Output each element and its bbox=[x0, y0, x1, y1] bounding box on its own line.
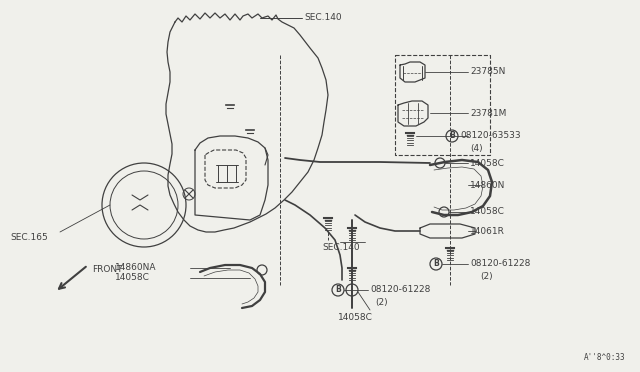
Text: B: B bbox=[335, 285, 341, 295]
Text: 08120-61228: 08120-61228 bbox=[370, 285, 430, 295]
Text: 14058C: 14058C bbox=[338, 314, 373, 323]
Text: (2): (2) bbox=[480, 272, 493, 280]
Text: (2): (2) bbox=[375, 298, 388, 307]
Text: SEC.140: SEC.140 bbox=[304, 13, 342, 22]
Text: 14860N: 14860N bbox=[470, 180, 506, 189]
Text: 23785N: 23785N bbox=[470, 67, 506, 77]
Text: (4): (4) bbox=[470, 144, 483, 153]
Text: SEC.140: SEC.140 bbox=[322, 244, 360, 253]
Text: 14058C: 14058C bbox=[115, 273, 150, 282]
Text: B: B bbox=[449, 131, 455, 141]
Text: 23781M: 23781M bbox=[470, 109, 506, 118]
Text: 14058C: 14058C bbox=[470, 208, 505, 217]
Text: 08120-61228: 08120-61228 bbox=[470, 260, 531, 269]
Text: 14058C: 14058C bbox=[470, 158, 505, 167]
Text: SEC.165: SEC.165 bbox=[10, 232, 48, 241]
Text: 08120-63533: 08120-63533 bbox=[460, 131, 520, 141]
Text: 14061R: 14061R bbox=[470, 227, 505, 235]
Text: 14860NA: 14860NA bbox=[115, 263, 157, 273]
Text: FRONT: FRONT bbox=[92, 266, 122, 275]
Text: A''8^0:33: A''8^0:33 bbox=[584, 353, 625, 362]
Text: B: B bbox=[433, 260, 439, 269]
